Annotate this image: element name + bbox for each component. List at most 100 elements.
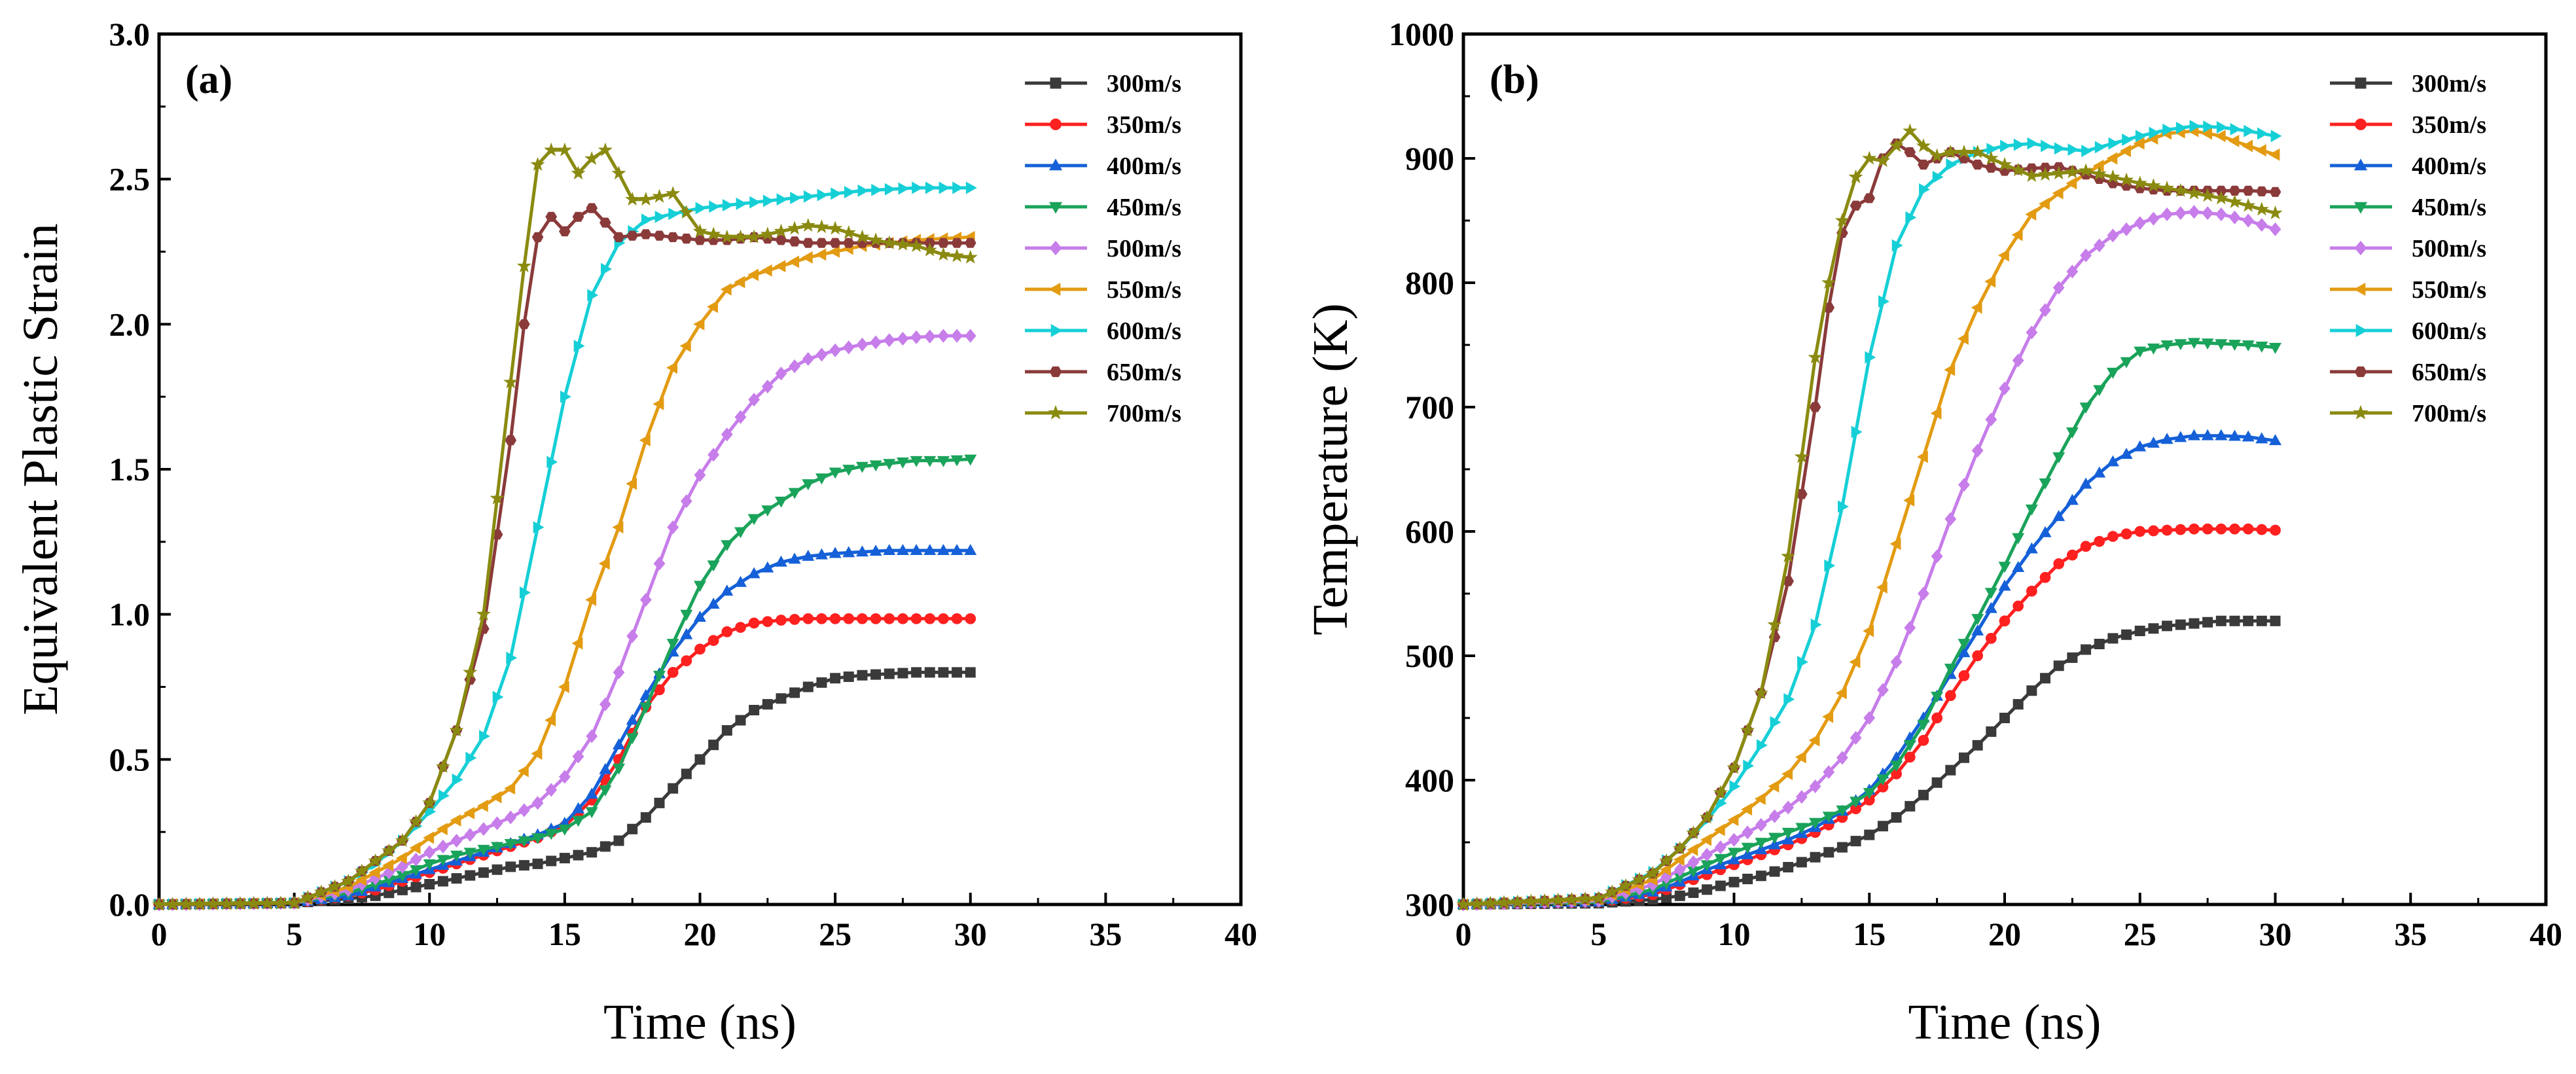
data-point xyxy=(1958,670,1970,681)
data-point xyxy=(882,235,897,249)
data-point xyxy=(1835,687,1847,700)
data-point xyxy=(1714,853,1727,865)
x-tick-label: 15 xyxy=(1853,916,1886,952)
data-point xyxy=(721,427,733,442)
data-point xyxy=(2268,148,2280,161)
data-point xyxy=(2066,493,2079,505)
data-point xyxy=(2187,185,2202,200)
data-point xyxy=(2230,122,2242,135)
data-point xyxy=(2067,143,2079,156)
legend-item: 400m/s xyxy=(1025,152,1181,180)
data-point xyxy=(1903,494,1915,507)
data-point xyxy=(2066,427,2079,439)
data-point xyxy=(546,456,558,469)
data-point xyxy=(2079,403,2092,414)
data-point xyxy=(923,456,937,467)
data-point xyxy=(1998,562,2011,573)
data-point xyxy=(2174,339,2187,351)
data-point xyxy=(842,340,855,355)
data-point xyxy=(505,810,517,825)
data-point xyxy=(626,477,637,490)
data-point xyxy=(1863,624,1874,637)
data-point xyxy=(802,352,814,367)
data-point xyxy=(1904,620,1916,635)
legend-item: 650m/s xyxy=(1025,359,1181,386)
data-point xyxy=(545,829,558,840)
data-point xyxy=(2094,141,2106,154)
legend-label: 450m/s xyxy=(1107,194,1181,221)
data-point xyxy=(2052,452,2066,464)
data-point xyxy=(909,238,924,252)
data-point xyxy=(2052,187,2064,200)
data-point xyxy=(2081,145,2093,158)
data-point xyxy=(2039,571,2051,583)
legend-label: 300m/s xyxy=(2412,70,2486,98)
y-tick-label: 1000 xyxy=(1389,16,1454,52)
data-point xyxy=(1984,588,1997,600)
legend-label: 500m/s xyxy=(1107,235,1181,262)
data-point xyxy=(2053,558,2065,569)
data-point xyxy=(2067,549,2078,561)
data-point xyxy=(937,238,950,248)
data-point xyxy=(2201,338,2214,350)
data-point xyxy=(2241,198,2256,212)
data-point xyxy=(829,467,842,479)
data-point xyxy=(2188,205,2200,219)
data-point xyxy=(2189,618,2200,629)
data-point xyxy=(1674,890,1685,901)
data-point xyxy=(897,331,909,346)
x-tick-label: 40 xyxy=(1225,916,1257,952)
data-point xyxy=(1876,774,1889,786)
legend-marker xyxy=(1048,158,1063,171)
x-tick-label: 40 xyxy=(2530,916,2562,952)
data-point xyxy=(533,521,545,534)
data-point xyxy=(1891,812,1902,823)
data-point xyxy=(898,182,910,195)
legend-label: 400m/s xyxy=(2412,152,2486,180)
data-point xyxy=(734,575,747,587)
data-point xyxy=(2147,211,2160,226)
data-point xyxy=(924,667,935,678)
data-point xyxy=(735,715,746,726)
data-point xyxy=(1971,443,1984,458)
data-point xyxy=(397,859,408,874)
data-point xyxy=(1510,894,1525,908)
y-tick-label: 1.5 xyxy=(109,451,151,488)
legend-label: 550m/s xyxy=(2412,276,2486,304)
legend-label: 600m/s xyxy=(1107,317,1181,345)
data-point xyxy=(2106,455,2119,467)
data-point xyxy=(368,853,383,867)
data-point xyxy=(598,557,610,570)
data-point xyxy=(531,796,544,810)
data-point xyxy=(1741,848,1754,859)
data-point xyxy=(1999,381,2011,396)
y-tick-label: 0.5 xyxy=(109,741,151,778)
data-point xyxy=(1836,805,1849,817)
data-point xyxy=(2228,340,2241,351)
data-point xyxy=(490,791,502,804)
data-point xyxy=(626,713,639,725)
data-point xyxy=(463,848,476,859)
data-point xyxy=(938,667,949,678)
data-point xyxy=(2121,629,2132,640)
data-point xyxy=(842,546,855,558)
data-point xyxy=(2215,615,2227,626)
data-point xyxy=(938,613,949,624)
data-point xyxy=(2012,561,2025,572)
data-point xyxy=(939,181,950,194)
data-point xyxy=(219,896,234,910)
data-point xyxy=(423,859,436,870)
data-point xyxy=(694,754,706,765)
data-point xyxy=(300,889,315,904)
data-point xyxy=(910,613,922,624)
data-point xyxy=(1986,143,1998,156)
data-point xyxy=(2242,213,2255,228)
data-point xyxy=(1944,690,1956,702)
data-point xyxy=(1850,200,1862,211)
y-axis-label: Equivalent Plastic Strain xyxy=(13,223,68,715)
data-point xyxy=(951,613,963,624)
data-point xyxy=(192,896,207,910)
data-point xyxy=(1875,153,1891,168)
data-point xyxy=(2255,218,2268,232)
data-point xyxy=(829,245,840,258)
